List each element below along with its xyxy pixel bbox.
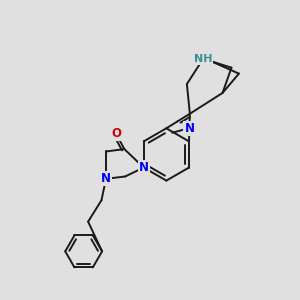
Text: N: N [101,172,111,185]
Text: O: O [111,127,121,140]
Text: N: N [184,122,194,135]
Text: NH: NH [194,54,212,64]
Text: N: N [139,161,149,174]
